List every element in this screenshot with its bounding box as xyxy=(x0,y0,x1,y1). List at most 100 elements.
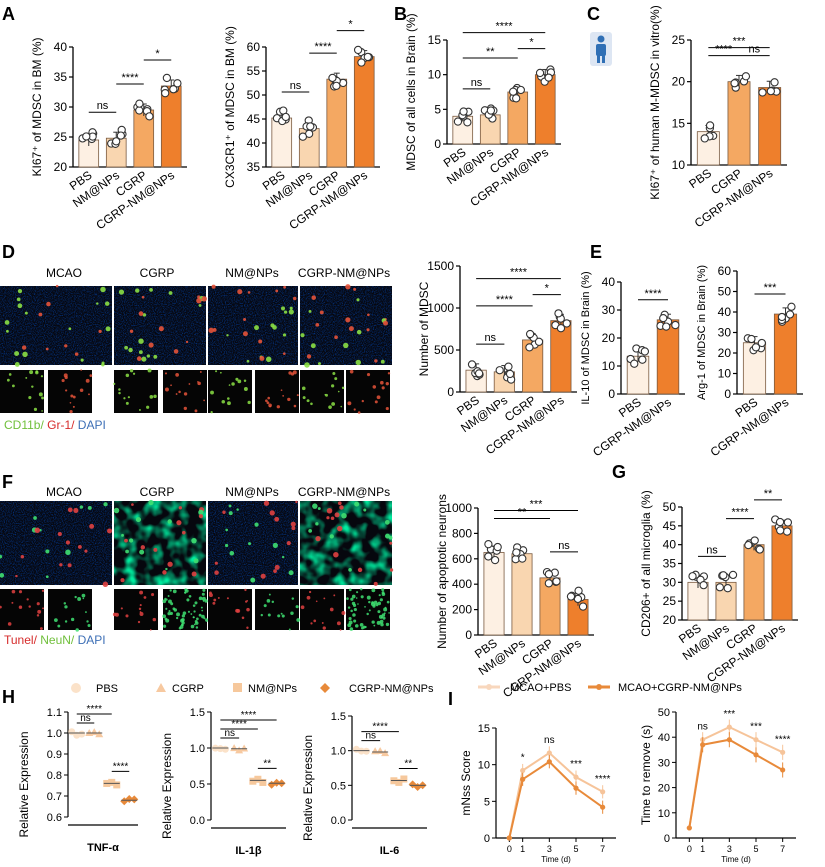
cell-spot xyxy=(68,327,72,331)
cell-spot xyxy=(266,599,271,603)
cell-spot xyxy=(39,627,43,630)
bar xyxy=(160,85,182,168)
cell-spot xyxy=(290,611,294,615)
cell-spot xyxy=(140,545,146,550)
data-point xyxy=(221,745,229,753)
cell-spot xyxy=(127,396,130,399)
cell-spot xyxy=(357,603,359,605)
data-point xyxy=(747,334,756,344)
cell-spot xyxy=(267,613,271,617)
cell-spot xyxy=(357,411,361,414)
cell-spot xyxy=(33,407,38,411)
significance-label: ns xyxy=(471,77,483,89)
cell-spot xyxy=(356,591,359,594)
data-point xyxy=(230,744,239,752)
cell-spot xyxy=(198,303,202,307)
cell-spot xyxy=(37,609,42,614)
cell-spot xyxy=(183,392,188,396)
microscopy-panel-f: MCAO CGRP NM@NPs CGRP-NM@NPs Tunel/ NeuN… xyxy=(0,485,394,647)
cell-spot xyxy=(292,370,297,375)
significance-label: ** xyxy=(263,758,271,769)
cell-spot xyxy=(265,399,268,403)
y-axis-title: KI67⁺ of human M-MDSC in vitro(%) xyxy=(648,5,662,199)
data-point xyxy=(112,137,121,146)
cell-spot xyxy=(131,503,134,506)
micrograph-subtile xyxy=(300,370,344,413)
cell-spot xyxy=(368,609,371,612)
x-axis-title: Time (d) xyxy=(721,855,751,864)
significance-label: *** xyxy=(733,36,747,48)
cell-spot xyxy=(381,588,385,592)
cell-spot xyxy=(292,296,297,301)
y-tick-label: 1.0 xyxy=(331,746,346,758)
cell-spot xyxy=(313,619,317,623)
cell-spot xyxy=(63,602,67,605)
stain-gr1: Gr-1/ xyxy=(44,418,75,432)
y-tick-label: 20 xyxy=(663,613,677,627)
cell-spot xyxy=(379,619,384,624)
cell-spot xyxy=(228,384,231,386)
cell-spot xyxy=(163,624,167,628)
x-tick-label: 7 xyxy=(780,844,785,854)
y-tick-label: 0.0 xyxy=(190,815,205,827)
cell-spot xyxy=(202,600,205,602)
y-tick-label: 50 xyxy=(658,707,670,719)
cell-spot xyxy=(6,378,10,382)
data-point xyxy=(381,749,390,757)
cell-spot xyxy=(149,395,154,399)
data-point xyxy=(173,79,182,88)
cell-spot xyxy=(183,406,187,411)
cell-spot xyxy=(310,622,313,625)
data-point xyxy=(534,337,544,346)
cell-spot xyxy=(74,352,79,356)
bar xyxy=(511,553,533,636)
data-point xyxy=(504,362,513,371)
bar xyxy=(773,313,798,395)
stain-neun: NeuN/ xyxy=(37,633,75,647)
data-point xyxy=(145,112,154,121)
cell-spot xyxy=(57,624,61,628)
cell-spot xyxy=(36,614,40,617)
microscopy-panel-d: MCAO CGRP NM@NPs CGRP-NM@NPs CD11b/ Gr-1… xyxy=(0,266,392,432)
cell-spot xyxy=(345,284,351,290)
cell-spot xyxy=(137,620,141,624)
data-point xyxy=(259,778,267,786)
cell-spot xyxy=(147,368,152,373)
significance-label: * xyxy=(348,19,353,31)
cell-spot xyxy=(65,389,68,392)
cell-spot xyxy=(353,408,356,411)
cell-spot xyxy=(167,561,173,567)
cell-spot xyxy=(152,617,157,622)
cell-spot xyxy=(351,594,356,599)
y-tick-label: 0 xyxy=(447,385,454,399)
data-point xyxy=(552,577,561,586)
cell-spot xyxy=(181,530,186,535)
cell-spot xyxy=(168,599,172,604)
cell-spot xyxy=(341,512,347,519)
data-point xyxy=(484,540,493,549)
significance-label: * xyxy=(155,48,160,60)
cell-spot xyxy=(231,382,235,386)
cell-spot xyxy=(243,379,247,383)
cell-spot xyxy=(296,394,299,397)
y-axis-title: Number of MDSC xyxy=(417,281,431,376)
y-tick-label: 10 xyxy=(428,68,442,82)
cell-spot xyxy=(102,581,109,587)
cell-spot xyxy=(168,291,173,295)
cell-spot xyxy=(326,516,330,520)
cell-spot xyxy=(308,309,312,313)
data-point xyxy=(162,73,172,83)
cell-spot xyxy=(45,347,49,351)
cell-spot xyxy=(29,370,34,375)
cell-spot xyxy=(28,605,31,608)
cell-spot xyxy=(339,505,344,510)
legend-marker-cgrpnm xyxy=(320,683,330,693)
y-tick-label: 35 xyxy=(663,557,677,571)
cell-spot xyxy=(195,626,199,629)
cell-spot xyxy=(17,289,23,294)
cell-spot xyxy=(178,390,181,394)
data-point xyxy=(578,602,588,611)
panel-label-c: C xyxy=(587,4,600,24)
